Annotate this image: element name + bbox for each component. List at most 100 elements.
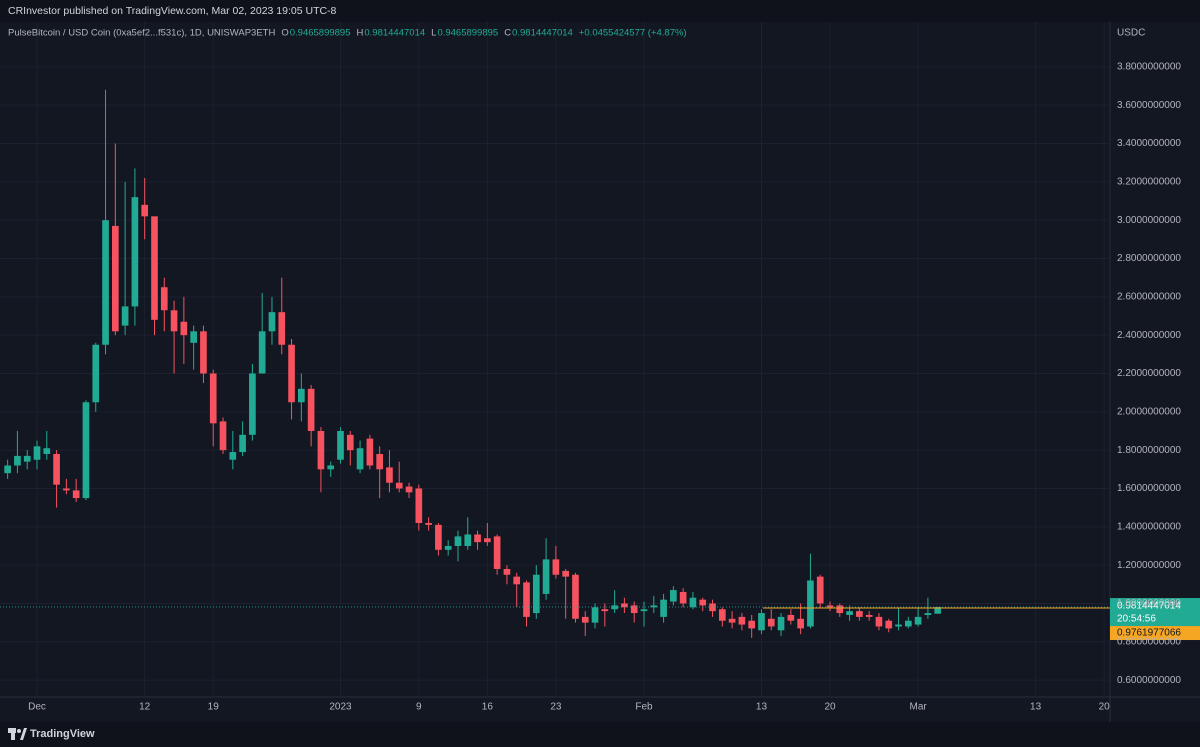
candle-body — [924, 613, 932, 615]
candle-body — [836, 605, 844, 614]
candle-body — [787, 614, 795, 621]
y-tick-label: 3.6000000000 — [1117, 100, 1181, 111]
candle-body — [337, 430, 344, 460]
candle-body — [895, 624, 902, 627]
candles — [4, 89, 942, 638]
header-bar — [0, 0, 1200, 22]
y-tick-label: 1.2000000000 — [1117, 560, 1181, 571]
x-tick-label: 13 — [1030, 702, 1042, 713]
candle-body — [679, 591, 687, 604]
candle-body — [767, 618, 775, 627]
x-tick-label: 13 — [756, 702, 768, 713]
candle-body — [738, 616, 746, 625]
candle-body — [444, 545, 452, 550]
x-tick-label: 20 — [1099, 702, 1111, 713]
candle-body — [513, 576, 521, 585]
candle-body — [249, 373, 256, 435]
candle-body — [395, 482, 403, 489]
candle-body — [53, 453, 60, 485]
candle-body — [307, 388, 315, 431]
published-note: CRInvestor published on TradingView.com,… — [8, 5, 337, 17]
candle-body — [865, 614, 873, 617]
x-tick-label: 9 — [416, 702, 422, 713]
candle-body — [454, 536, 462, 546]
ohlc-value: 0.9814447014 — [512, 28, 573, 39]
x-tick-label: Dec — [28, 702, 46, 713]
candle-body — [386, 467, 393, 483]
candle-body — [23, 455, 31, 462]
candle-body — [660, 599, 667, 617]
y-tick-label: 1.4000000000 — [1117, 521, 1181, 532]
candle-body — [650, 605, 658, 608]
countdown-label: 20:54:56 — [1117, 614, 1156, 625]
candle-body — [63, 488, 70, 491]
change-value: +0.0455424577 (+4.87%) — [579, 28, 687, 39]
candle-body — [298, 388, 305, 403]
candle-body — [464, 534, 472, 546]
ohlc-label: H — [357, 28, 364, 39]
brand-logo — [8, 728, 27, 740]
candle-body — [209, 373, 217, 424]
candle-body — [121, 306, 129, 326]
candle-body — [405, 486, 413, 493]
candle-body — [474, 534, 481, 543]
currency-label: USDC — [1117, 28, 1145, 39]
symbol-name: PulseBitcoin / USD Coin (0xa5ef2...f531c… — [8, 28, 275, 39]
y-tick-label: 1.8000000000 — [1117, 445, 1181, 456]
candle-body — [219, 421, 227, 451]
candle-body — [591, 607, 599, 623]
y-tick-label: 1.0000000000 — [1117, 598, 1181, 609]
level-tag — [1110, 626, 1200, 641]
candle-body — [611, 605, 618, 610]
candle-body — [856, 611, 863, 617]
last-price-tag — [1110, 598, 1200, 627]
x-tick-label: 12 — [139, 702, 151, 713]
candle-body — [72, 490, 80, 499]
candle-body — [699, 599, 707, 606]
x-tick-label: 23 — [550, 702, 562, 713]
candle-body — [131, 197, 139, 307]
candle-body — [601, 609, 609, 612]
y-tick-label: 0.8000000000 — [1117, 636, 1181, 647]
candle-body — [278, 312, 286, 345]
level-label: 0.9761977066 — [1117, 628, 1181, 639]
candle-body — [484, 538, 491, 543]
candle-body — [160, 287, 168, 311]
candle-body — [552, 559, 560, 575]
candle-body — [503, 568, 511, 575]
candle-body — [435, 524, 442, 550]
candle-body — [572, 574, 579, 619]
candle-body — [523, 582, 530, 617]
candle-body — [816, 576, 824, 604]
candle-body — [4, 465, 11, 474]
candle-body — [797, 618, 804, 629]
candle-body — [542, 559, 550, 594]
candle-body — [82, 402, 90, 499]
candle-body — [200, 331, 207, 374]
ohlc-label: O — [281, 28, 288, 39]
y-tick-label: 2.2000000000 — [1117, 368, 1181, 379]
candle-body — [562, 570, 569, 577]
ohlc-value: 0.9465899895 — [437, 28, 498, 39]
candle-body — [934, 607, 942, 614]
y-tick-label: 3.0000000000 — [1117, 215, 1181, 226]
candle-body — [807, 580, 814, 627]
last-price-label: 0.9814447014 — [1117, 601, 1181, 612]
candle-body — [425, 522, 432, 525]
candle-body — [885, 620, 893, 629]
candle-body — [170, 310, 178, 332]
candle-body — [102, 220, 109, 345]
candle-body — [758, 613, 765, 631]
candle-body — [268, 312, 276, 332]
candle-body — [904, 620, 912, 627]
y-tick-label: 3.2000000000 — [1117, 176, 1181, 187]
candle-body — [777, 616, 785, 631]
y-tick-label: 2.4000000000 — [1117, 330, 1181, 341]
candle-body — [748, 620, 756, 629]
candle-body — [581, 616, 589, 623]
footer-bar — [0, 722, 1200, 747]
candle-body — [356, 448, 364, 470]
candle-body — [317, 430, 325, 470]
ohlc-value: 0.9465899895 — [290, 28, 351, 39]
x-tick-label: 16 — [482, 702, 494, 713]
